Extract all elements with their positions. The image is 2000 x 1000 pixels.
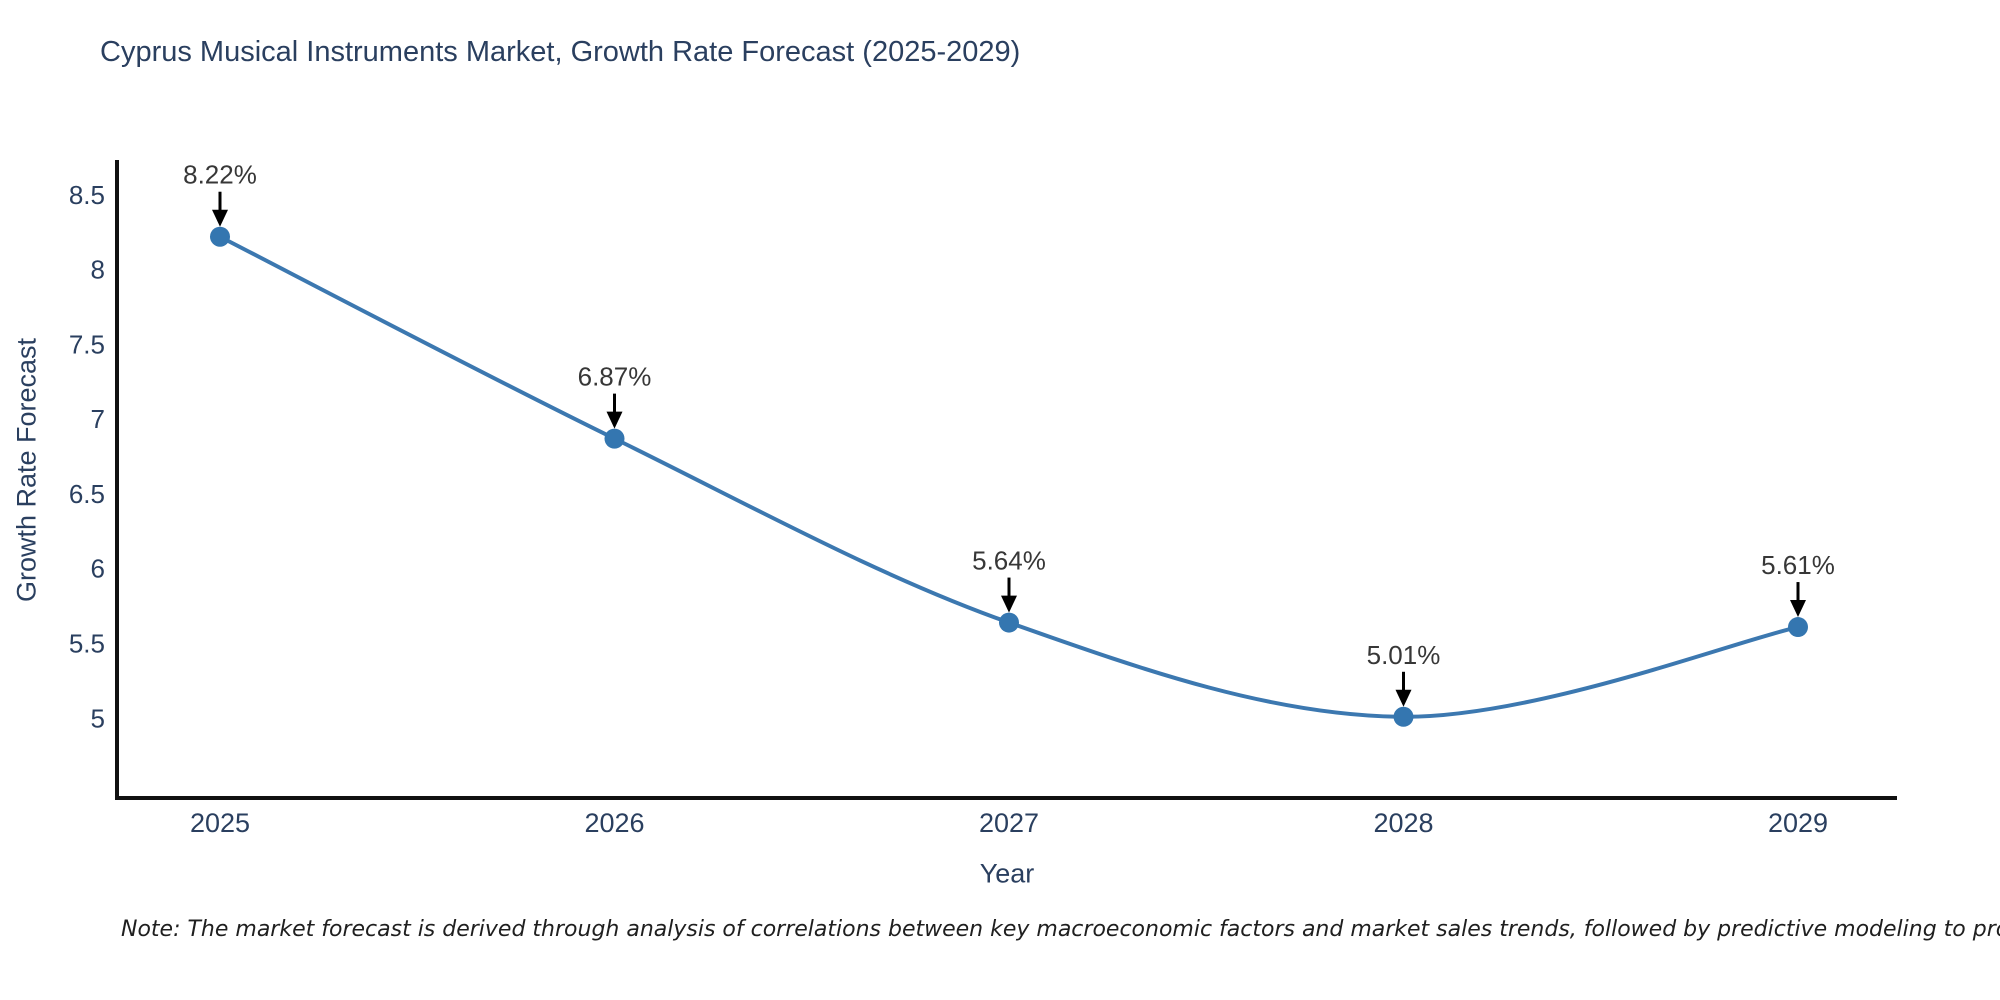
- annotation-arrowhead-icon: [1001, 595, 1017, 613]
- point-annotation-label: 8.22%: [183, 160, 257, 190]
- point-annotation-label: 5.01%: [1367, 640, 1441, 670]
- point-annotation-label: 6.87%: [578, 362, 652, 392]
- x-tick-label: 2026: [584, 808, 644, 838]
- point-annotation-label: 5.64%: [972, 546, 1046, 576]
- y-tick-label: 7.5: [69, 329, 105, 359]
- chart-title: Cyprus Musical Instruments Market, Growt…: [100, 36, 1021, 68]
- y-tick-label: 6: [91, 554, 105, 584]
- data-point[interactable]: [999, 612, 1019, 633]
- y-tick-label: 8.5: [69, 180, 105, 210]
- x-axis-title: Year: [979, 858, 1035, 889]
- y-axis-title: Growth Rate Forecast: [11, 337, 42, 603]
- data-point[interactable]: [604, 428, 625, 449]
- annotation-arrowhead-icon: [606, 411, 623, 429]
- y-tick-label: 8: [91, 255, 105, 285]
- y-tick-label: 5: [91, 703, 105, 733]
- x-tick-label: 2027: [979, 808, 1039, 838]
- annotation-arrowhead-icon: [1395, 689, 1412, 707]
- y-tick-label: 5.5: [69, 629, 105, 659]
- data-point[interactable]: [210, 226, 230, 247]
- data-point[interactable]: [1393, 706, 1414, 727]
- x-tick-label: 2029: [1768, 808, 1828, 838]
- y-tick-label: 6.5: [69, 479, 105, 509]
- point-annotation-label: 5.61%: [1761, 550, 1835, 580]
- annotation-arrowhead-icon: [1790, 600, 1806, 618]
- annotation-arrowhead-icon: [212, 209, 228, 227]
- x-tick-label: 2025: [190, 808, 250, 838]
- series-line: [219, 234, 1799, 719]
- y-tick-label: 7: [91, 404, 105, 434]
- data-point[interactable]: [1788, 617, 1808, 638]
- x-tick-label: 2028: [1373, 808, 1433, 838]
- footnote: Note: The market forecast is derived thr…: [121, 917, 2000, 942]
